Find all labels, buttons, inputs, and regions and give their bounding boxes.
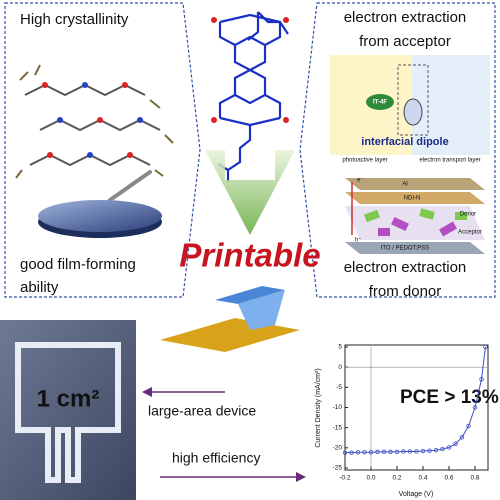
jv-point xyxy=(362,450,367,455)
ito-layer xyxy=(345,242,485,254)
ndi-layer xyxy=(345,192,485,204)
device-caption: large-area device xyxy=(148,403,256,419)
dipole-label: interfacial dipole xyxy=(361,136,448,148)
x-tick-label: -0.2 xyxy=(339,475,351,482)
jv-point xyxy=(479,377,484,382)
jv-point xyxy=(459,435,465,440)
area-label: 1 cm² xyxy=(37,385,100,412)
pipette xyxy=(108,170,152,202)
jv-point xyxy=(349,450,354,455)
jv-point xyxy=(472,405,478,410)
x-tick-label: 0.6 xyxy=(444,475,453,482)
oxygens xyxy=(211,17,289,123)
blend-domains xyxy=(364,208,467,237)
layer-label: Acceptor xyxy=(458,230,482,236)
crystal-packing xyxy=(15,64,174,179)
x-tick-label: 0.0 xyxy=(366,475,375,482)
jv-point xyxy=(483,344,488,350)
plot-frame xyxy=(344,344,489,471)
layer-label: photoactive layer xyxy=(342,158,387,164)
caption-line: ability xyxy=(20,279,59,296)
layer-label: electron transport layer xyxy=(419,158,480,164)
y-tick-label: 5 xyxy=(338,344,342,351)
efficiency-caption: high efficiency xyxy=(172,450,260,466)
caption-line: good film-forming xyxy=(20,256,136,273)
jv-point xyxy=(375,449,380,455)
al-layer xyxy=(345,178,485,190)
jv-point xyxy=(394,449,400,455)
etl-region xyxy=(412,55,490,155)
jv-point xyxy=(414,449,419,454)
jv-point xyxy=(342,450,348,455)
blade xyxy=(215,286,285,304)
y-tick-label: -10 xyxy=(333,404,343,411)
pce-annotation: PCE > 13% xyxy=(400,387,499,408)
jv-point xyxy=(420,448,426,454)
jv-point xyxy=(401,449,406,454)
jv-point xyxy=(440,446,445,452)
caption-line: from donor xyxy=(369,283,442,300)
electron-label: e⁻ xyxy=(357,178,364,184)
jv-point xyxy=(453,441,458,446)
right-panel-border xyxy=(299,2,496,298)
x-axis-label: Voltage (V) xyxy=(399,491,434,498)
jv-point xyxy=(466,423,471,429)
jv-point xyxy=(446,445,452,450)
printable-label: Printable xyxy=(179,237,320,274)
layer-label: Al xyxy=(402,182,407,188)
panel-title: High crystallinity xyxy=(20,11,129,28)
x-tick-label: 0.8 xyxy=(470,475,479,482)
blade-face xyxy=(238,290,285,330)
jv-point xyxy=(388,449,393,455)
down-arrow xyxy=(205,150,295,235)
arrow-head xyxy=(296,472,306,482)
electrode-pattern xyxy=(15,342,121,483)
caption-line: from acceptor xyxy=(359,33,451,50)
y-tick-label: -25 xyxy=(333,465,343,472)
caption-line: electron extraction xyxy=(344,9,467,26)
coated-film xyxy=(160,318,300,352)
x-tick-label: 0.4 xyxy=(418,475,427,482)
it4f-badge xyxy=(366,94,394,110)
jv-point xyxy=(381,449,387,455)
hole-label: h⁺ xyxy=(355,237,362,244)
arrow-head xyxy=(142,387,152,397)
jv-point xyxy=(368,450,374,455)
y-tick-label: -15 xyxy=(333,424,343,431)
x-tick-label: 0.2 xyxy=(392,475,401,482)
y-tick-label: -5 xyxy=(336,384,342,391)
caption-line: electron extraction xyxy=(344,259,467,276)
substrate xyxy=(38,200,162,232)
interface-box xyxy=(397,64,429,136)
y-tick-label: -20 xyxy=(333,445,343,452)
y-axis-label: Current Density (mA/cm²) xyxy=(315,368,322,447)
dipole xyxy=(403,98,423,126)
jv-point xyxy=(355,450,361,455)
layer-label: NDI-N xyxy=(404,196,421,202)
jv-point xyxy=(407,449,413,454)
molecule-label: IT-4F xyxy=(373,100,387,106)
atoms xyxy=(42,82,143,158)
layer-label: ITO / PEDOT:PSS xyxy=(381,246,430,252)
layer-label: Donor xyxy=(460,212,476,218)
jv-point xyxy=(433,448,439,453)
jv-point xyxy=(427,448,432,453)
left-panel-border xyxy=(4,2,201,298)
y-tick-label: 0 xyxy=(338,364,342,371)
